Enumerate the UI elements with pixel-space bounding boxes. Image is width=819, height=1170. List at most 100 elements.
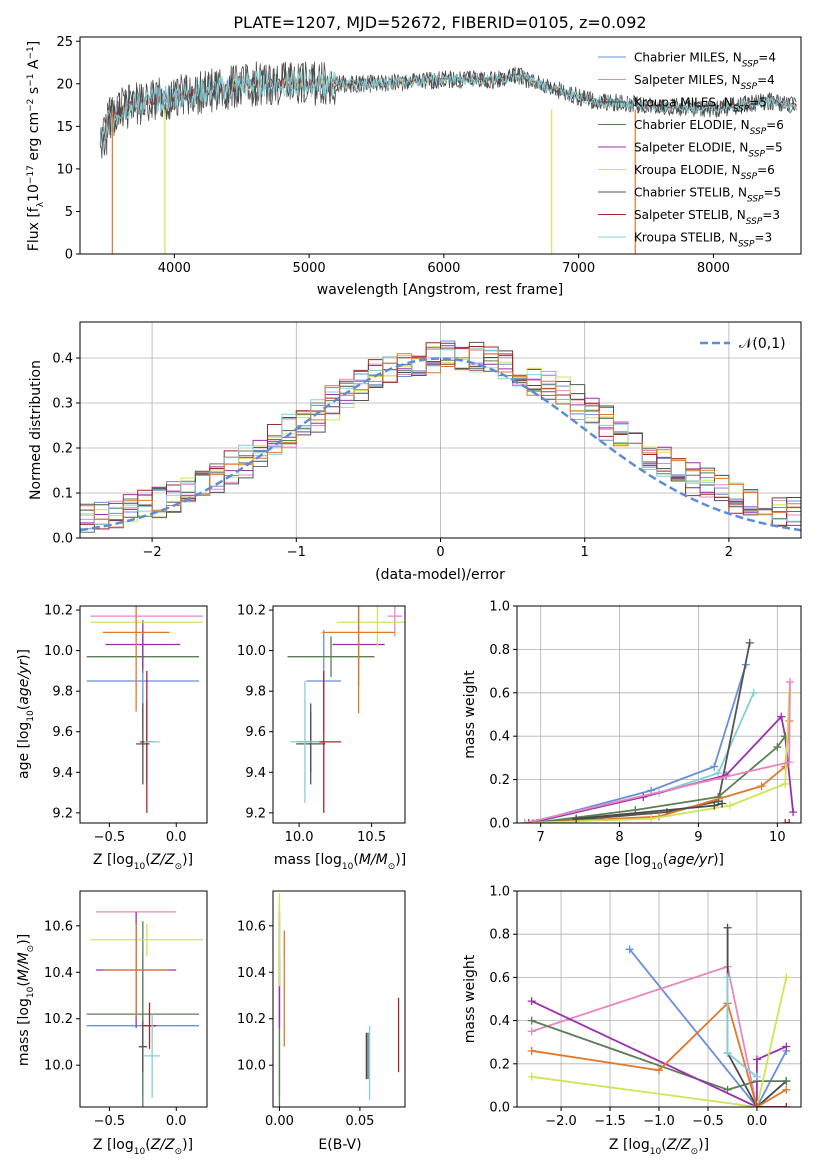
x-tick-label: 7000: [562, 261, 595, 276]
y-tick-label: 10.6: [44, 919, 73, 934]
weight-marker: [782, 1085, 791, 1094]
weight-line: [531, 1019, 787, 1091]
y-tick-label: 0.6: [489, 686, 510, 701]
axes: 7 8 9 10 0.0 0.2 0.4 0.6 0.8 1.0: [489, 600, 802, 845]
weight-marker: [781, 819, 790, 823]
y-tick-label: 0.8: [489, 928, 510, 943]
x-axis-label: (data-model)/error: [375, 567, 505, 583]
error-bar-point: [336, 606, 405, 647]
weight-line: [528, 664, 747, 823]
x-tick-label: −2.0: [545, 1114, 577, 1129]
x-tick-label: −2: [143, 545, 162, 560]
plot-area: [86, 911, 203, 1107]
weight-marker: [527, 997, 536, 1006]
y-tick-label: 0.6: [489, 971, 510, 986]
x-tick-label: 6000: [427, 261, 460, 276]
y-tick-label: 10.6: [237, 919, 266, 934]
x-tick-label: 2: [725, 545, 733, 560]
y-tick-label: 10.0: [44, 644, 73, 659]
error-bar-point: [102, 923, 170, 1017]
y-tick-label: 9.8: [52, 685, 73, 700]
y-axis-label: mass [log10(M/M⊙)]: [16, 934, 36, 1066]
y-tick-label: 0.1: [52, 487, 73, 502]
legend-entry: Kroupa MILES, NSSP=5: [634, 96, 767, 115]
x-axis-label: E(B-V): [318, 1137, 361, 1153]
weight-marker: [745, 638, 754, 647]
y-axis-label: mass weight: [462, 670, 478, 759]
x-axis-label: Z [log10(Z/Z⊙)]: [93, 852, 193, 872]
x-tick-label: 8000: [697, 261, 730, 276]
weight-marker: [572, 814, 581, 823]
axes-frame: [272, 890, 406, 1108]
x-tick-label: 0.05: [345, 1114, 374, 1129]
legend-entry: Chabrier MILES, NSSP=4: [634, 51, 776, 70]
weight-line: [524, 681, 791, 823]
weight-marker: [520, 819, 529, 823]
error-bar-point: [86, 921, 199, 1107]
x-axis-label: mass [log10(M/M⊙)]: [274, 852, 406, 872]
legend-entry: Chabrier STELIB, NSSP=5: [634, 186, 781, 205]
x-tick-label: 0.0: [166, 1114, 187, 1129]
y-tick-label: 10.4: [44, 966, 73, 981]
axes-frame: [516, 605, 802, 824]
y-tick-label: 0.0: [489, 817, 510, 832]
weight-marker: [781, 779, 790, 788]
legend-entry: Kroupa ELODIE, NSSP=6: [634, 163, 775, 182]
weight-marker: [785, 677, 794, 686]
y-tick-label: 10.0: [237, 644, 266, 659]
error-bar-point: [387, 606, 403, 637]
age-vs-mass-panel: 10.0 10.5 9.2 9.4 9.6 9.8 10.0 10.2 mass [log10(…: [237, 604, 406, 872]
legend-entry: 𝒩(0,1): [739, 336, 786, 352]
y-tick-label: 0.4: [489, 1014, 510, 1029]
gaussian-curve: [80, 357, 801, 532]
y-tick-label: 15: [56, 120, 73, 135]
y-tick-label: 0.4: [52, 352, 73, 367]
weight-marker: [655, 1066, 663, 1075]
spectrum-panel: 4000 5000 6000 7000 8000 0 5 10 15 20 25 PLATE=1207…: [26, 13, 802, 298]
y-tick-label: 10.4: [237, 966, 266, 981]
y-tick-label: 9.6: [52, 725, 73, 740]
weight-marker: [785, 758, 794, 767]
gridlines: [517, 890, 801, 1108]
weight-line: [531, 977, 788, 1107]
residuals-panel: −2 −1 0 1 2 0.0 0.1 0.2 0.3 0.4 (data-model)/error…: [28, 321, 802, 583]
weight-marker: [524, 819, 533, 823]
axes-frame: [79, 36, 802, 255]
x-axis-label: Z [log10(Z/Z⊙)]: [609, 1137, 709, 1157]
axes: −0.5 0.0 9.2 9.4 9.6 9.8 10.0 10.2: [44, 604, 208, 845]
y-tick-label: 0.2: [52, 442, 73, 457]
error-bar-point: [296, 703, 326, 785]
x-axis-label: Z [log10(Z/Z⊙)]: [93, 1137, 193, 1157]
y-tick-label: 0.2: [489, 773, 510, 788]
weight-line: [531, 965, 787, 1107]
error-bar-point: [136, 703, 150, 785]
histogram-4: [80, 347, 801, 533]
y-tick-label: 9.8: [245, 685, 266, 700]
x-tick-label: 1: [581, 545, 589, 560]
error-bar-point: [322, 606, 395, 714]
x-tick-label: 10.0: [285, 830, 314, 845]
weight-marker: [789, 808, 798, 817]
x-tick-label: 0.0: [166, 830, 187, 845]
error-bar-point: [144, 1014, 161, 1098]
weight-marker: [710, 801, 719, 810]
error-bar-point: [290, 681, 320, 803]
y-tick-label: 1.0: [489, 885, 510, 900]
weight-marker: [714, 769, 723, 778]
weight-marker: [647, 814, 656, 823]
y-tick-label: 9.4: [245, 766, 266, 781]
legend-entry: Salpeter MILES, NSSP=4: [634, 73, 775, 92]
axes-frame: [79, 890, 208, 1108]
mass-vs-metallicity-panel: −0.5 0.0 10.0 10.2 10.4 10.6 Z [log10(Z/Z⊙)] ma…: [16, 890, 208, 1157]
y-tick-label: 9.4: [52, 766, 73, 781]
x-tick-label: 0.0: [747, 1114, 768, 1129]
y-axis-label: mass weight: [462, 954, 478, 1043]
histogram-10: [80, 349, 801, 528]
y-tick-label: 0.4: [489, 730, 510, 745]
weight-marker: [757, 782, 766, 791]
y-tick-label: 0.8: [489, 643, 510, 658]
y-tick-label: 9.2: [52, 806, 73, 821]
legend-entry: Chabrier ELODIE, NSSP=6: [634, 118, 784, 137]
weight-line: [524, 692, 791, 823]
x-tick-label: −0.5: [94, 830, 126, 845]
